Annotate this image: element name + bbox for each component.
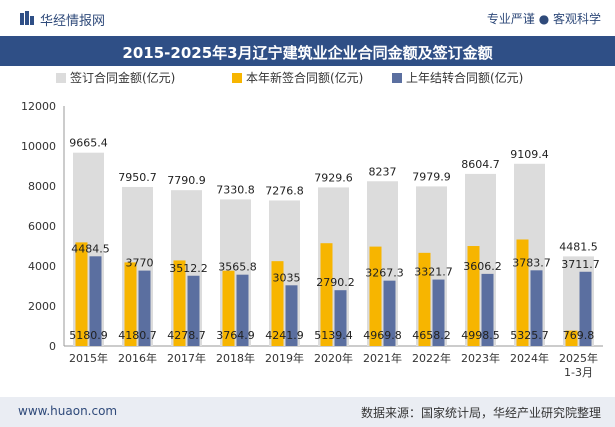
legend-swatch-2 [232, 73, 242, 83]
x-tick-label: 2016年 [118, 351, 157, 365]
data-label-new: 4658.2 [412, 329, 451, 342]
data-label-carry: 3035 [273, 271, 301, 284]
data-label-new: 4969.8 [363, 329, 402, 342]
y-tick-label: 12000 [21, 100, 56, 113]
data-label-new: 769.8 [563, 329, 595, 342]
bar-carry [481, 273, 494, 346]
data-label-total: 9665.4 [69, 137, 108, 150]
data-label-carry: 3770 [126, 257, 154, 270]
data-label-new: 3764.9 [216, 329, 255, 342]
bar-carry [579, 271, 592, 346]
data-label-carry: 2790.2 [316, 276, 355, 289]
bar-new [271, 261, 284, 346]
data-label-total: 7330.8 [216, 183, 255, 196]
bar-carry [187, 275, 200, 346]
bar-carry [383, 280, 396, 346]
y-tick-label: 4000 [28, 260, 56, 273]
footer: www.huaon.com 数据来源：国家统计局，华经产业研究院整理 [0, 397, 615, 427]
x-tick-label: 2022年 [412, 351, 451, 365]
data-label-total: 7790.9 [167, 174, 206, 187]
y-tick-label: 8000 [28, 180, 56, 193]
data-label-carry: 3711.7 [561, 258, 600, 271]
data-label-total: 8604.7 [461, 158, 500, 171]
x-tick-label: 2023年 [461, 351, 500, 365]
logo-text: 华经情报网 [40, 14, 106, 29]
x-tick-label: 2021年 [363, 351, 402, 365]
tagline: 专业严谨 ● 客观科学 [486, 12, 601, 26]
bar-carry [236, 274, 249, 346]
title-bar: 2015-2025年3月辽宁建筑业企业合同金额及签订金额 [0, 36, 615, 66]
data-label-new: 4180.7 [118, 329, 157, 342]
legend-swatch-1 [56, 73, 66, 83]
bar-chart: 签订合同金额(亿元) 本年新签合同额(亿元) 上年结转合同额(亿元) 0 2000 400… [21, 70, 603, 379]
chart-title: 2015-2025年3月辽宁建筑业企业合同金额及签订金额 [122, 44, 493, 62]
x-tick-label: 2018年 [216, 351, 255, 365]
bar-new [516, 239, 529, 346]
bar-carry [334, 290, 347, 346]
data-label-carry: 3606.2 [463, 260, 502, 273]
bar-new [369, 246, 382, 346]
data-label-carry: 4484.5 [71, 242, 110, 255]
data-label-carry: 3267.3 [365, 267, 404, 280]
data-label-carry: 3783.7 [512, 256, 551, 269]
y-tick-label: 0 [49, 340, 56, 353]
data-label-carry: 3565.8 [218, 261, 257, 274]
data-label-carry: 3321.7 [414, 266, 453, 279]
y-tick-label: 6000 [28, 220, 56, 233]
bar-new [418, 252, 431, 346]
data-label-carry: 3512.2 [169, 262, 208, 275]
data-label-total: 8237 [369, 165, 397, 178]
data-label-total: 7979.9 [412, 170, 451, 183]
bar-new [565, 330, 578, 346]
legend-swatch-3 [392, 73, 402, 83]
data-label-new: 5180.9 [69, 329, 108, 342]
legend-label-3: 上年结转合同额(亿元) [406, 70, 523, 85]
data-label-new: 5325.7 [510, 329, 549, 342]
data-label-new: 4241.9 [265, 329, 304, 342]
bar-carry [530, 270, 543, 346]
x-tick-label: 2024年 [510, 351, 549, 365]
bar-new [124, 262, 137, 346]
bar-new [467, 246, 480, 346]
data-label-new: 4998.5 [461, 329, 500, 342]
bar-carry [138, 270, 151, 346]
x-tick-label: 2025年 [559, 351, 598, 365]
top-bar: 华经情报网 专业严谨 ● 客观科学 [0, 0, 615, 36]
data-label-total: 9109.4 [510, 148, 549, 161]
bar-carry [285, 285, 298, 346]
data-label-new: 5139.4 [314, 329, 353, 342]
bar-carry [89, 256, 102, 346]
logo-icon [20, 11, 34, 25]
data-label-new: 4278.7 [167, 329, 206, 342]
x-tick-label: 2015年 [69, 351, 108, 365]
x-tick-label: 2019年 [265, 351, 304, 365]
data-label-total: 7929.6 [314, 171, 353, 184]
bar-new [222, 270, 235, 346]
legend-label-2: 本年新签合同额(亿元) [246, 70, 363, 85]
x-tick-label: 2017年 [167, 351, 206, 365]
legend-label-1: 签订合同金额(亿元) [70, 70, 175, 85]
x-tick-label: 1-3月 [564, 366, 593, 379]
y-tick-label: 2000 [28, 300, 56, 313]
website-link[interactable]: www.huaon.com [18, 404, 118, 418]
bar-new [173, 260, 186, 346]
bar-new [75, 242, 88, 346]
x-tick-label: 2020年 [314, 351, 353, 365]
y-tick-label: 10000 [21, 140, 56, 153]
data-label-total: 7950.7 [118, 171, 157, 184]
data-source: 数据来源：国家统计局，华经产业研究院整理 [360, 406, 601, 420]
bar-carry [432, 279, 445, 346]
data-label-total: 4481.5 [559, 240, 598, 253]
data-label-total: 7276.8 [265, 184, 304, 197]
bar-new [320, 243, 333, 346]
